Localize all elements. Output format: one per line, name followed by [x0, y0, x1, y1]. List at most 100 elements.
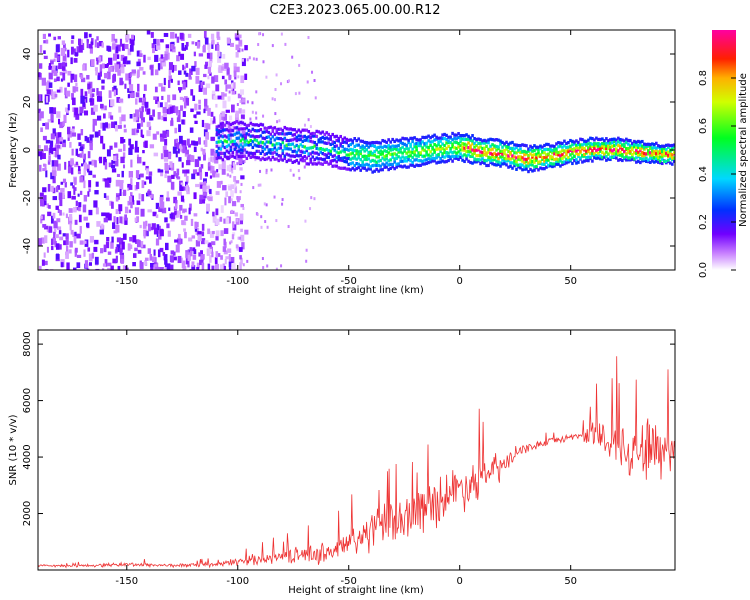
ridge-cell: [529, 144, 532, 148]
ridge-cell: [303, 138, 307, 142]
noise-cell: [94, 190, 99, 195]
ridge-cell: [561, 162, 564, 167]
noise-cell: [255, 57, 258, 61]
noise-cell: [186, 160, 191, 166]
ridge-cell: [445, 137, 448, 142]
noise-cell: [44, 164, 47, 171]
noise-cell: [157, 249, 161, 258]
noise-cell: [210, 156, 213, 162]
ridge-cell: [249, 134, 253, 138]
ridge-cell: [667, 158, 670, 162]
noise-cell: [130, 178, 133, 187]
noise-cell: [228, 90, 231, 94]
noise-cell: [102, 143, 106, 150]
noise-cell: [57, 154, 61, 160]
ridge-cell: [367, 157, 370, 161]
ridge-cell: [227, 150, 231, 155]
ridge-cell: [653, 146, 656, 150]
ridge-cell: [225, 149, 229, 153]
noise-cell: [181, 119, 184, 125]
ridge-cell: [419, 159, 422, 163]
noise-cell: [231, 234, 235, 240]
ridge-cell: [625, 154, 628, 159]
ridge-cell: [571, 139, 574, 143]
ridge-cell: [375, 155, 378, 159]
noise-cell: [239, 255, 242, 260]
ridge-cell: [661, 149, 664, 154]
noise-cell: [240, 175, 245, 180]
noise-cell: [219, 216, 223, 222]
ridge-cell: [511, 148, 514, 153]
noise-cell: [117, 265, 121, 270]
ridge-cell: [245, 124, 249, 128]
ridge-cell: [343, 140, 347, 144]
noise-cell: [113, 89, 117, 97]
ridge-cell: [299, 154, 303, 158]
noise-cell: [75, 113, 80, 120]
noise-cell: [112, 53, 117, 61]
ridge-cell: [551, 155, 554, 159]
noise-cell: [86, 164, 90, 171]
noise-cell: [167, 52, 170, 60]
noise-cell: [119, 116, 122, 125]
ridge-cell: [373, 159, 376, 163]
ridge-cell: [219, 156, 223, 160]
noise-cell: [171, 41, 175, 46]
ridge-cell: [423, 154, 426, 158]
ridge-cell: [583, 139, 586, 143]
noise-cell: [180, 105, 184, 111]
ridge-cell: [505, 147, 508, 151]
ridge-cell: [455, 151, 458, 155]
ridge-cell: [239, 143, 243, 147]
noise-cell: [240, 75, 245, 84]
noise-cell: [110, 115, 114, 120]
noise-cell: [125, 38, 129, 43]
ridge-cell: [581, 153, 584, 158]
ridge-cell: [249, 155, 253, 160]
ridge-cell: [385, 140, 388, 144]
ridge-cell: [215, 144, 219, 148]
noise-cell: [215, 235, 219, 241]
ridge-cell: [595, 144, 598, 148]
ridge-cell: [407, 138, 410, 142]
ridge-cell: [415, 137, 418, 142]
ridge-cell: [241, 137, 245, 141]
noise-cell: [90, 59, 95, 67]
ridge-cell: [279, 127, 283, 131]
noise-cell: [165, 44, 170, 49]
ridge-cell: [241, 127, 245, 131]
noise-cell: [99, 229, 104, 235]
ridge-cell: [503, 152, 506, 156]
noise-cell: [142, 150, 145, 154]
noise-cell: [221, 168, 226, 175]
x-tick-label: 0: [457, 276, 463, 287]
ridge-cell: [219, 152, 223, 156]
ridge-cell: [399, 141, 402, 145]
noise-cell: [227, 121, 231, 129]
noise-cell: [174, 106, 179, 114]
noise-cell: [96, 36, 99, 41]
noise-cell: [134, 217, 137, 223]
ridge-cell: [475, 143, 478, 148]
noise-cell: [56, 226, 62, 230]
ridge-cell: [515, 160, 518, 164]
ridge-cell: [663, 144, 666, 148]
ridge-cell: [545, 165, 548, 169]
noise-cell: [43, 40, 46, 44]
noise-cell: [43, 252, 46, 258]
ridge-cell: [621, 143, 624, 147]
noise-cell: [71, 167, 74, 175]
ridge-cell: [665, 153, 668, 157]
ridge-cell: [577, 152, 580, 157]
noise-cell: [83, 180, 86, 189]
noise-cell: [239, 262, 242, 270]
ridge-cell: [575, 158, 578, 162]
ridge-cell: [495, 148, 498, 152]
ridge-cell: [357, 162, 360, 166]
noise-cell: [160, 54, 164, 59]
ridge-cell: [641, 157, 644, 161]
noise-cell: [275, 219, 278, 223]
noise-cell: [74, 163, 79, 168]
noise-cell: [156, 224, 160, 231]
